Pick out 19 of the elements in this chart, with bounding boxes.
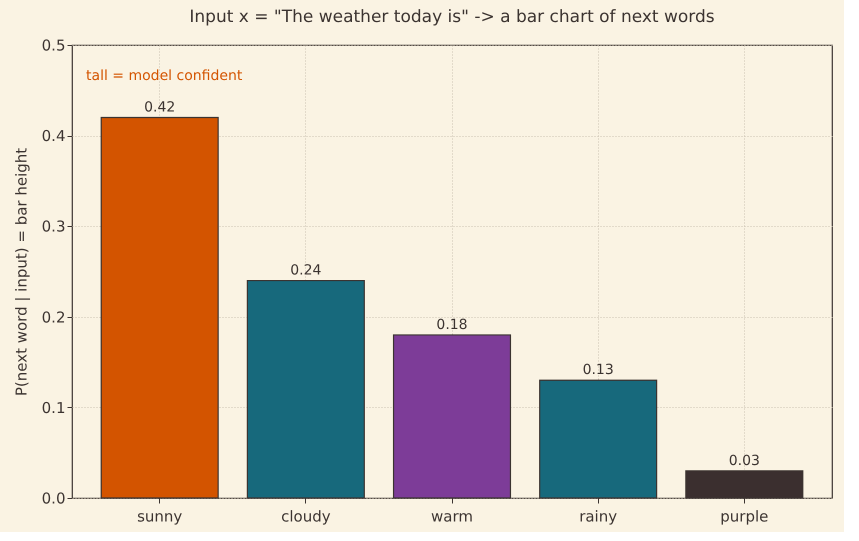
x-tick-label: warm bbox=[431, 508, 473, 526]
x-tick-label: cloudy bbox=[281, 508, 331, 526]
annotation: tall = model confident bbox=[86, 68, 243, 84]
data-label: 0.03 bbox=[728, 452, 760, 469]
y-tick-label: 0.3 bbox=[42, 218, 66, 236]
y-tick-label: 0.1 bbox=[42, 398, 66, 417]
data-label: 0.24 bbox=[290, 262, 322, 279]
y-tick-label: 0.5 bbox=[42, 36, 66, 54]
x-tick-label: purple bbox=[720, 508, 768, 526]
chart-title: Input x = "The weather today is" -> a bar chart of next words bbox=[189, 7, 715, 27]
y-tick-label: 0.0 bbox=[42, 490, 66, 508]
data-label: 0.18 bbox=[436, 316, 468, 333]
x-tick-label: sunny bbox=[137, 508, 182, 526]
data-label: 0.42 bbox=[144, 99, 176, 116]
data-label: 0.13 bbox=[582, 362, 614, 378]
x-tick-label: rainy bbox=[579, 508, 618, 526]
y-axis-title: P(next word | input) = bar height bbox=[12, 148, 31, 396]
y-tick-label: 0.2 bbox=[42, 308, 66, 326]
y-tick-label: 0.4 bbox=[42, 127, 66, 146]
